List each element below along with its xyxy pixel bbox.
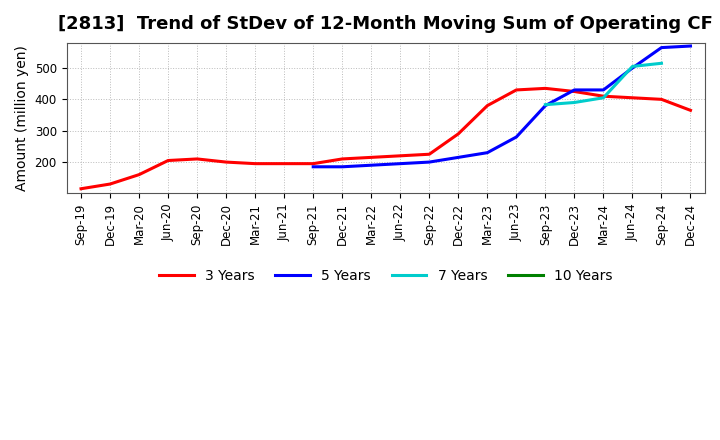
5 Years (686, 44, 695, 49)
5 Years (396, 161, 405, 166)
5 Years (425, 159, 433, 165)
3 Years (570, 89, 579, 94)
5 Years (541, 103, 549, 108)
7 Years (570, 100, 579, 105)
7 Years (628, 64, 636, 69)
3 Years (657, 97, 666, 102)
5 Years (367, 162, 376, 168)
7 Years (541, 102, 549, 107)
3 Years (280, 161, 289, 166)
3 Years (163, 158, 172, 163)
5 Years (338, 164, 346, 169)
3 Years (338, 156, 346, 161)
5 Years (657, 45, 666, 50)
7 Years (657, 61, 666, 66)
5 Years (483, 150, 492, 155)
3 Years (222, 159, 230, 165)
Line: 7 Years: 7 Years (545, 63, 662, 105)
3 Years (309, 161, 318, 166)
3 Years (106, 181, 114, 187)
3 Years (193, 156, 202, 161)
5 Years (309, 164, 318, 169)
3 Years (367, 155, 376, 160)
3 Years (251, 161, 259, 166)
3 Years (425, 152, 433, 157)
3 Years (454, 131, 463, 136)
5 Years (512, 134, 521, 139)
3 Years (135, 172, 143, 177)
7 Years (599, 95, 608, 100)
5 Years (628, 66, 636, 71)
5 Years (570, 87, 579, 92)
3 Years (686, 108, 695, 113)
3 Years (483, 103, 492, 108)
3 Years (512, 87, 521, 92)
3 Years (599, 94, 608, 99)
Line: 3 Years: 3 Years (81, 88, 690, 189)
5 Years (599, 87, 608, 92)
3 Years (77, 186, 86, 191)
3 Years (628, 95, 636, 100)
Line: 5 Years: 5 Years (313, 46, 690, 167)
Y-axis label: Amount (million yen): Amount (million yen) (15, 45, 29, 191)
5 Years (454, 155, 463, 160)
Title: [2813]  Trend of StDev of 12-Month Moving Sum of Operating CF: [2813] Trend of StDev of 12-Month Moving… (58, 15, 714, 33)
Legend: 3 Years, 5 Years, 7 Years, 10 Years: 3 Years, 5 Years, 7 Years, 10 Years (153, 264, 618, 289)
3 Years (396, 153, 405, 158)
3 Years (541, 86, 549, 91)
